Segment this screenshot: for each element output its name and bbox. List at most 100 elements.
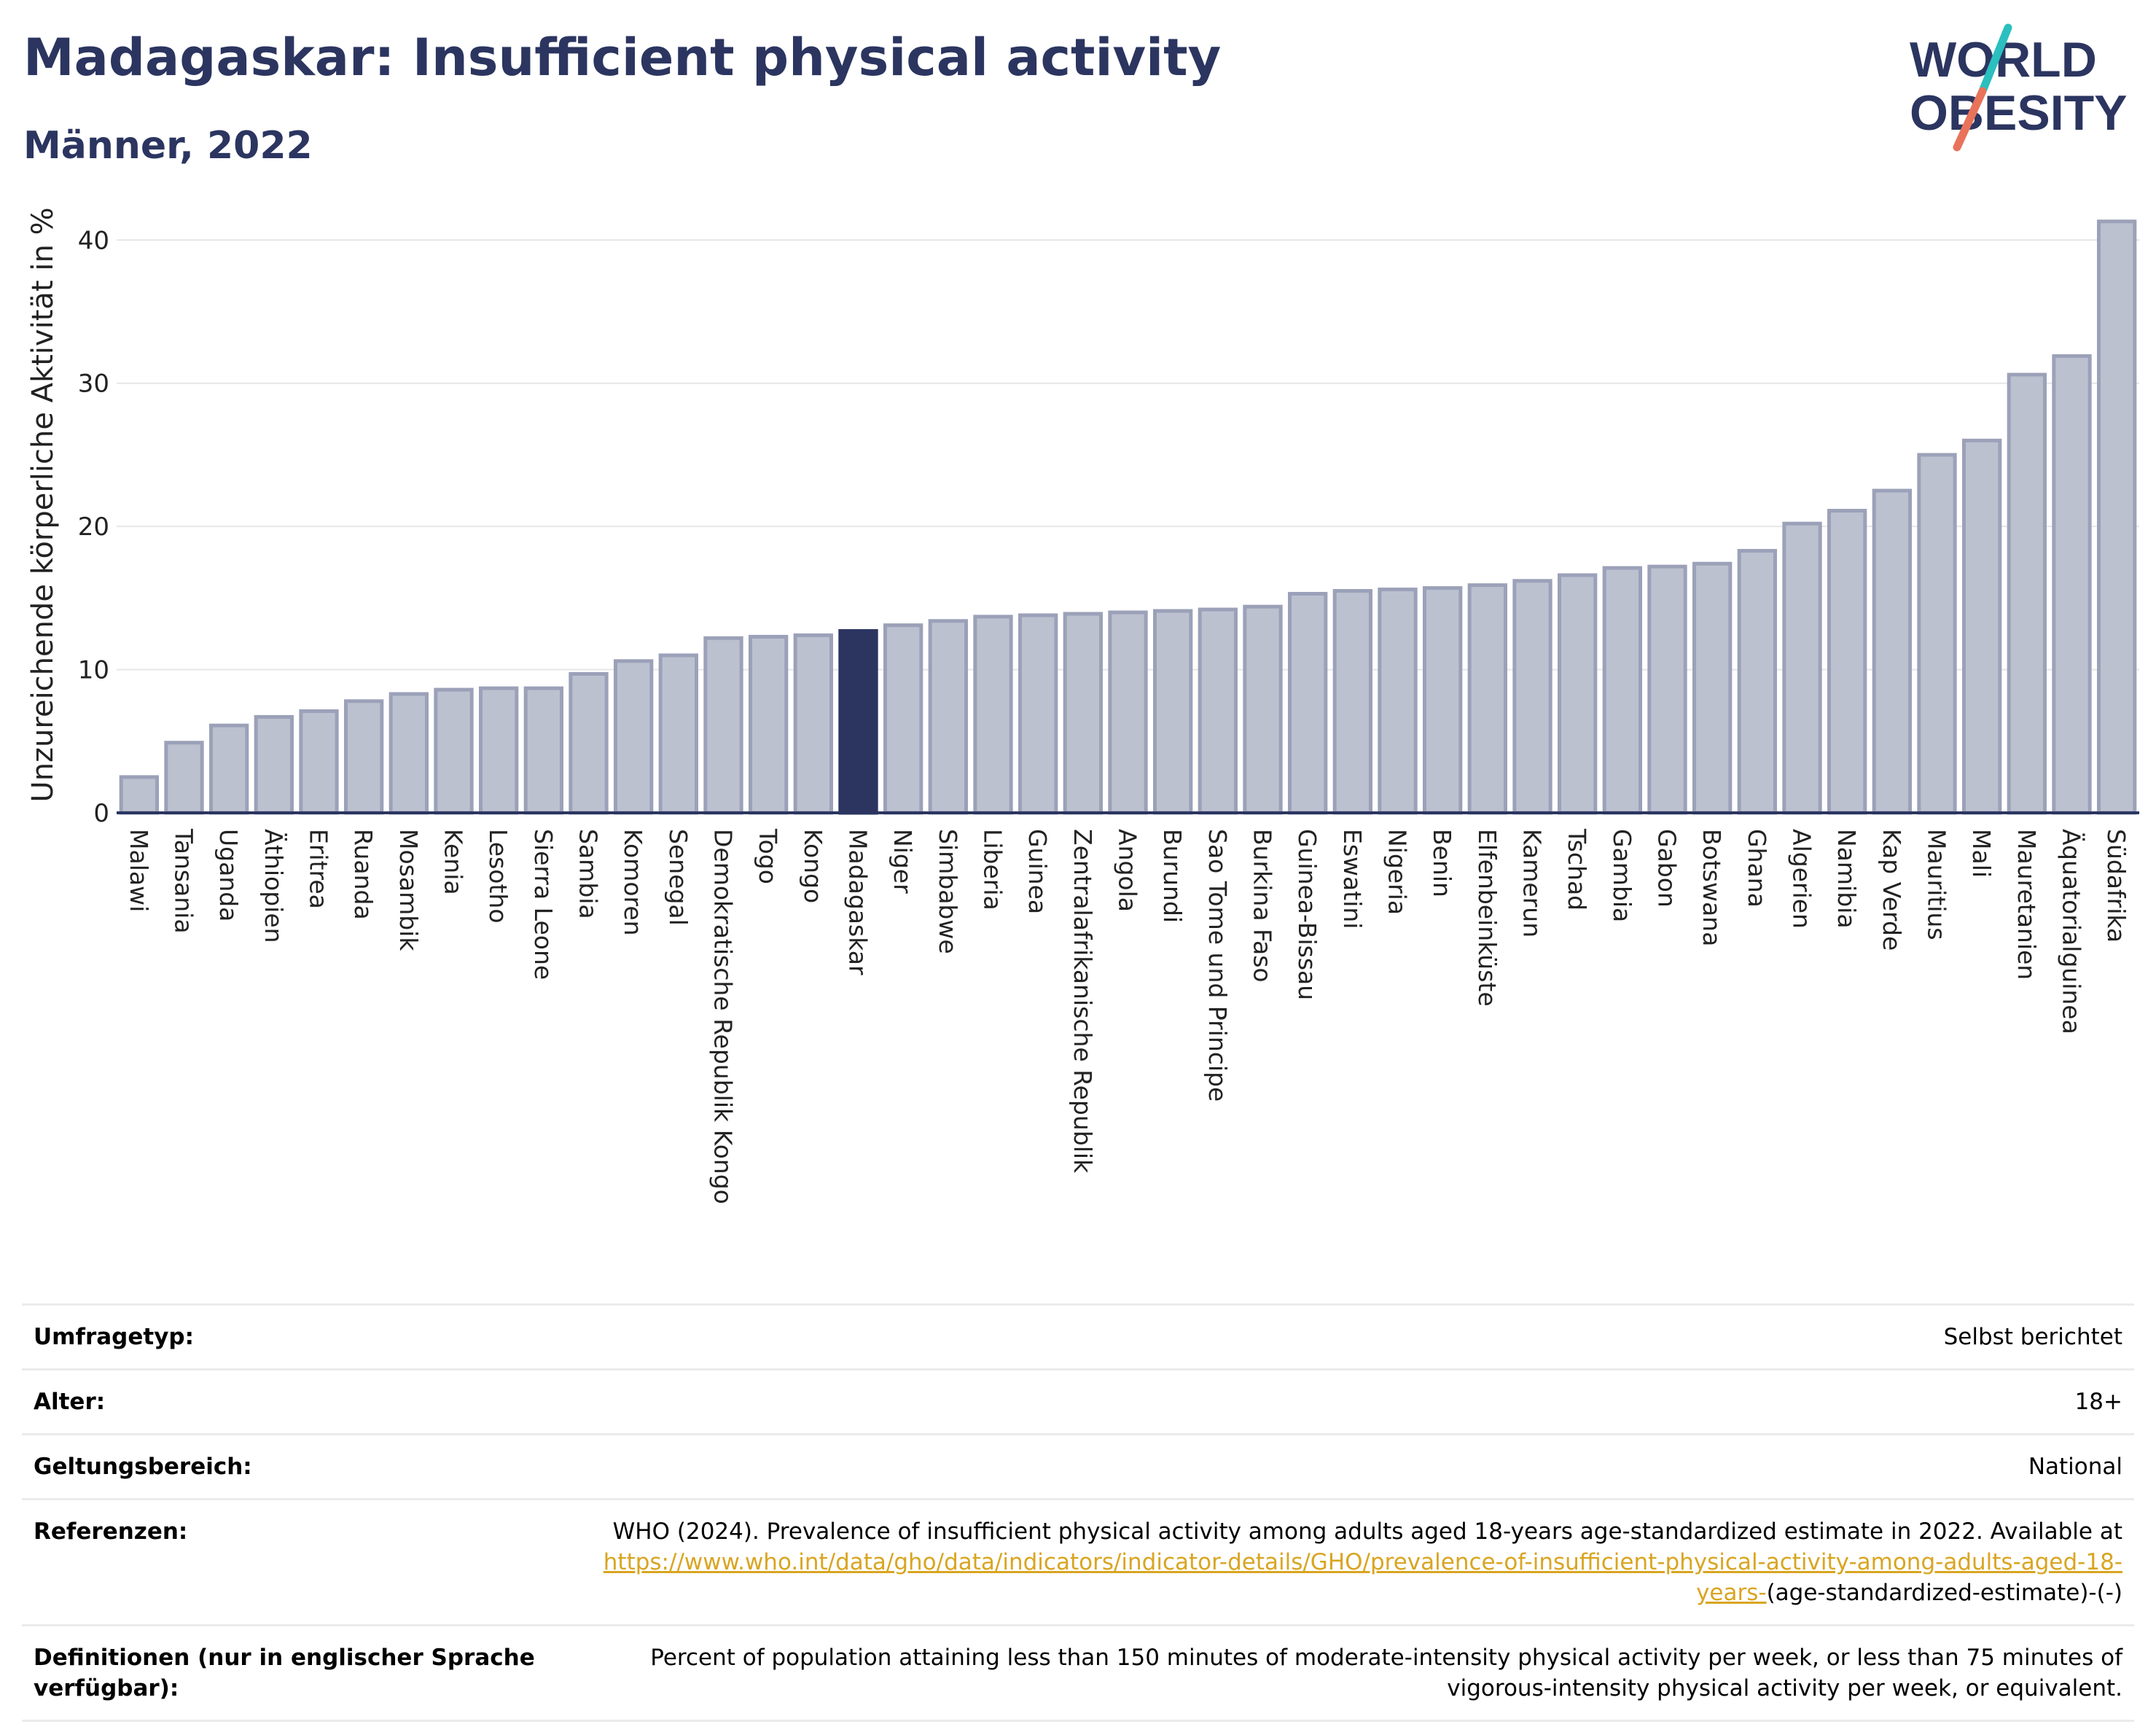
x-tick-label: Eswatini — [1338, 829, 1367, 929]
bar-highlighted — [838, 629, 878, 815]
x-tick-label: Nigeria — [1383, 829, 1412, 915]
y-tick-label: 20 — [78, 512, 109, 542]
bar — [434, 687, 474, 815]
bar — [254, 714, 294, 815]
x-tick-label: Kap Verde — [1878, 829, 1906, 951]
reference-text: WHO (2024). Prevalence of insufficient p… — [612, 1518, 2122, 1545]
info-value: National — [2028, 1454, 2122, 1480]
x-tick-label: Äquatorialguinea — [2058, 829, 2086, 1034]
info-value: Selbst berichtet — [1943, 1324, 2122, 1350]
logo-slash-teal — [1978, 23, 2012, 95]
bar — [2097, 219, 2137, 815]
info-row: Definitionen (nur in englischer Sprache … — [22, 1625, 2134, 1721]
info-value: 18+ — [2074, 1389, 2122, 1415]
x-tick-label: Kamerun — [1518, 829, 1547, 937]
x-tick-label: Tansania — [170, 828, 198, 934]
y-tick-label: 30 — [78, 370, 109, 399]
bar — [1332, 589, 1372, 815]
bar — [973, 615, 1013, 815]
bar — [388, 692, 429, 815]
x-tick-label: Madagaskar — [844, 829, 872, 975]
bar — [479, 686, 519, 815]
x-tick-label: Äthiopien — [259, 829, 288, 943]
x-tick-label: Algerien — [1788, 829, 1816, 929]
bar — [1782, 521, 1822, 815]
bar — [209, 723, 249, 815]
x-tick-label: Burundi — [1158, 829, 1187, 923]
bar — [1108, 610, 1148, 815]
bar — [1288, 591, 1328, 815]
x-tick-label: Guinea — [1023, 829, 1052, 914]
y-tick-label: 0 — [93, 799, 109, 828]
info-label: Umfragetyp: — [34, 1324, 194, 1350]
x-tick-label: Guinea-Bissau — [1293, 829, 1321, 1000]
x-tick-label: Demokratische Republik Kongo — [709, 829, 738, 1204]
bar — [1198, 607, 1238, 815]
x-tick-label: Tschad — [1563, 828, 1591, 911]
x-tick-label: Lesotho — [484, 829, 512, 924]
bar — [1243, 604, 1283, 815]
info-value: Percent of population attaining less tha… — [650, 1645, 2122, 1701]
y-tick-label: 10 — [78, 656, 109, 685]
bar — [1512, 579, 1552, 815]
bar — [614, 659, 654, 815]
x-tick-label: Namibia — [1832, 829, 1861, 929]
x-tick-label: Mauretanien — [2012, 829, 2041, 980]
bar-chart: 0 10 20 30 40 Unzureichende körperliche Aktiv… — [26, 207, 2139, 1204]
page-title: Madagaskar: Insufficient physical activi… — [23, 28, 1222, 87]
info-value-reference: WHO (2024). Prevalence of insufficient p… — [570, 1500, 2134, 1626]
x-tick-label: Gambia — [1608, 829, 1636, 922]
x-tick-label: Sambia — [574, 829, 603, 919]
bar — [1917, 453, 1957, 815]
bar — [703, 636, 743, 815]
x-tick-label: Angola — [1114, 829, 1142, 912]
bar — [1558, 573, 1598, 815]
bar — [523, 686, 564, 815]
bar — [1827, 509, 1867, 815]
x-tick-label: Niger — [888, 829, 917, 894]
x-tick-label: Mosambik — [394, 829, 423, 951]
x-tick-label: Mali — [1967, 829, 1996, 878]
bar — [1737, 549, 1778, 815]
bar — [1423, 586, 1463, 815]
x-tick-label: Komoren — [619, 829, 647, 936]
x-tick-label: Uganda — [214, 829, 243, 921]
x-tick-label: Sao Tome und Principe — [1203, 829, 1232, 1102]
reference-link[interactable]: https://www.who.int/data/gho/data/indica… — [603, 1549, 2122, 1606]
bar — [164, 741, 204, 815]
bar — [1153, 609, 1193, 815]
bar — [344, 699, 384, 815]
bar — [1962, 438, 2002, 815]
bar — [1692, 561, 1733, 815]
world-obesity-logo: WORLD OBESITY — [1910, 23, 2128, 152]
info-label: Alter: — [34, 1389, 106, 1415]
bar — [569, 671, 609, 815]
info-label: Definitionen (nur in englischer Sprache … — [34, 1645, 535, 1701]
x-tick-label: Botswana — [1698, 829, 1726, 946]
info-row: Alter: 18+ — [22, 1369, 2134, 1435]
y-axis-label: Unzureichende körperliche Aktivität in % — [26, 207, 60, 802]
x-tick-label: Sierra Leone — [529, 829, 558, 980]
logo-slash-coral — [1953, 87, 1987, 152]
info-row: Referenzen: WHO (2024). Prevalence of in… — [22, 1499, 2134, 1626]
x-tick-label: Mauritius — [1923, 829, 1951, 940]
x-tick-label: Südafrika — [2102, 829, 2130, 943]
page-subtitle: Männer, 2022 — [23, 124, 313, 168]
x-tick-label: Gabon — [1653, 829, 1682, 908]
x-tick-label: Malawi — [125, 829, 153, 912]
reference-suffix: (age-standardized-estimate)-(-) — [1766, 1580, 2122, 1606]
x-tick-label: Simbabwe — [934, 829, 962, 954]
x-tick-label: Ghana — [1743, 829, 1771, 908]
bar — [1467, 583, 1507, 815]
x-tick-label: Kenia — [440, 829, 468, 895]
x-tick-label: Elfenbeinküste — [1473, 829, 1501, 1007]
bar — [1018, 613, 1058, 815]
y-tick-label: 40 — [78, 226, 109, 255]
x-tick-label: Zentralafrikanische Republik — [1069, 829, 1097, 1174]
info-row: Umfragetyp: Selbst berichtet — [22, 1304, 2134, 1370]
bar — [299, 709, 339, 815]
bar — [793, 633, 833, 815]
info-row: Geltungsbereich: National — [22, 1434, 2134, 1500]
bar — [1647, 564, 1687, 815]
bar — [928, 619, 968, 815]
